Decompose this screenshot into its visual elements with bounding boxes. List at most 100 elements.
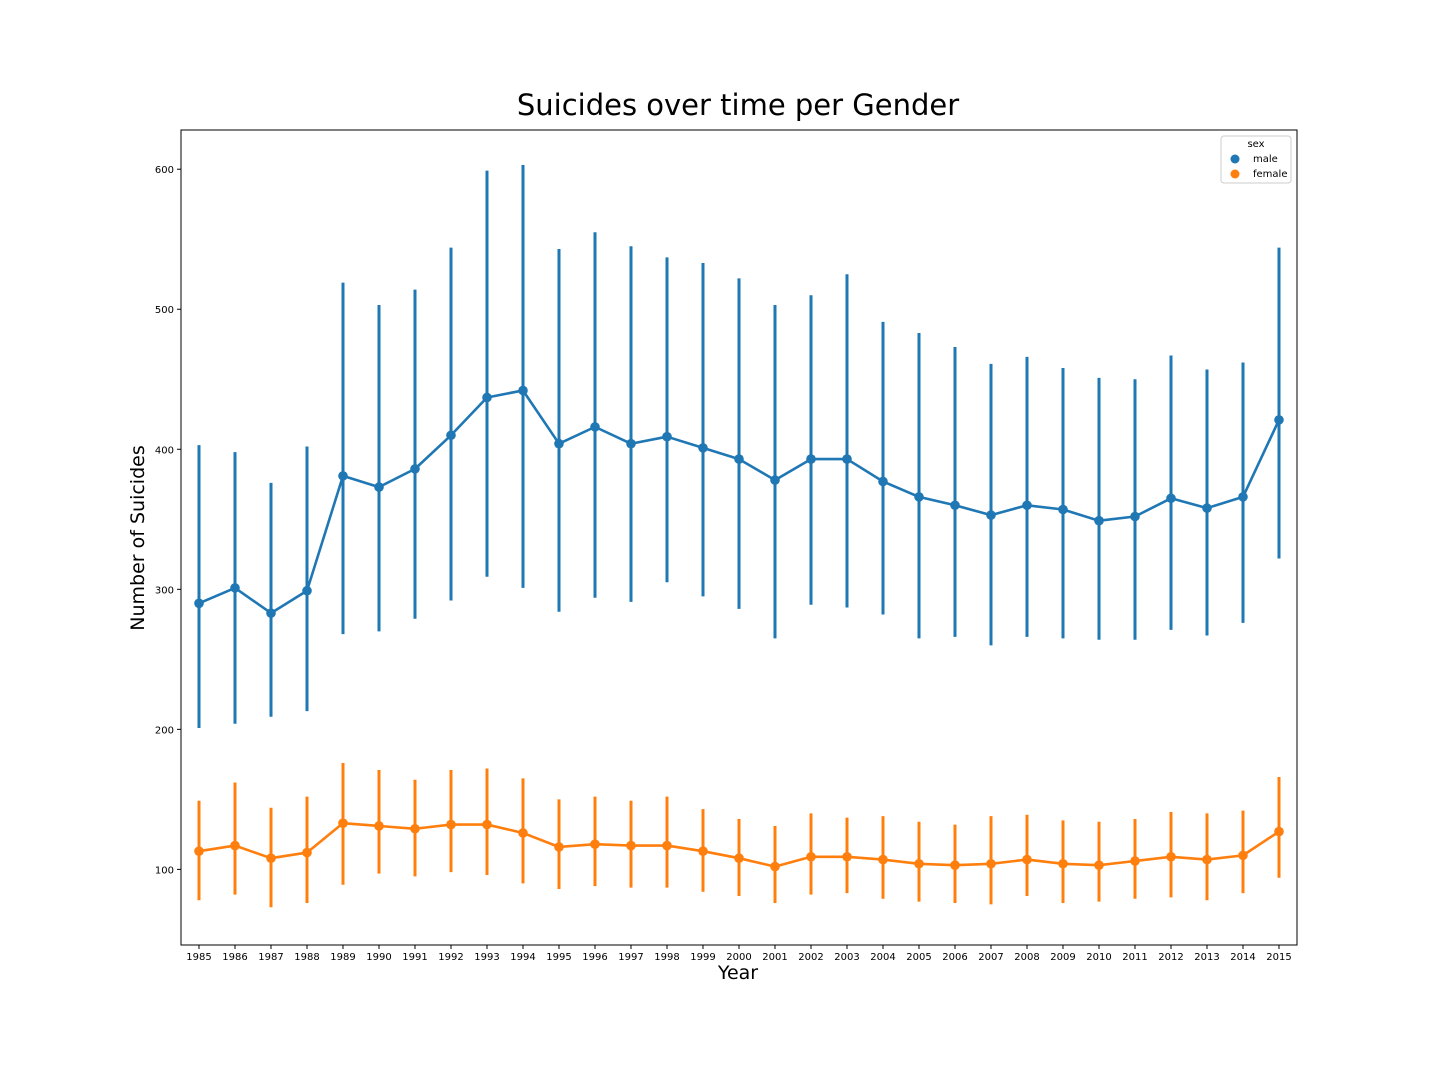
x-ticks: 1985 1986 1987 1988 1989 1990 1991 1992 1993 1994…: [186, 945, 1292, 963]
data-point: [230, 840, 240, 851]
legend-title: sex: [1247, 139, 1264, 150]
x-tick-label: 2006: [942, 952, 967, 963]
data-point: [1022, 500, 1032, 511]
y-tick-label: 300: [155, 585, 174, 596]
x-tick-label: 2015: [1266, 952, 1291, 963]
data-point: [266, 608, 276, 618]
data-point: [1202, 503, 1212, 513]
data-point: [986, 510, 996, 520]
data-point: [1238, 850, 1248, 861]
data-point: [842, 454, 852, 464]
chart-title: Suicides over time per Gender: [516, 88, 960, 122]
x-tick-label: 2014: [1230, 952, 1255, 963]
data-point: [302, 847, 312, 858]
x-tick-label: 1986: [222, 952, 247, 963]
legend-label-male: male: [1253, 154, 1278, 165]
x-axis-label: Year: [717, 962, 759, 984]
data-point: [1274, 415, 1284, 425]
data-point: [806, 454, 816, 464]
x-tick-label: 2002: [798, 952, 823, 963]
data-point: [230, 583, 240, 593]
data-point: [266, 853, 276, 863]
data-point: [590, 422, 600, 432]
x-tick-label: 2005: [906, 952, 931, 963]
x-tick-label: 1995: [546, 952, 571, 963]
legend-marker-female: [1230, 169, 1240, 179]
data-point: [1058, 858, 1068, 869]
data-point: [446, 430, 456, 441]
data-point: [518, 828, 528, 838]
x-tick-label: 1997: [618, 952, 643, 963]
y-axis-label: Number of Suicides: [127, 445, 149, 631]
data-point: [878, 476, 888, 487]
data-point: [1022, 854, 1032, 865]
data-point: [338, 818, 348, 828]
data-point: [914, 858, 924, 869]
series-male: [194, 165, 1284, 728]
x-tick-label: 1989: [330, 952, 355, 963]
x-tick-label: 2007: [978, 952, 1003, 963]
x-tick-label: 1993: [474, 952, 499, 963]
x-tick-label: 1999: [690, 952, 715, 963]
x-tick-label: 1991: [402, 952, 427, 963]
y-tick-label: 500: [155, 305, 174, 316]
x-tick-label: 2012: [1158, 952, 1183, 963]
y-ticks: 100 200 300 400 500 600: [155, 165, 181, 876]
y-tick-label: 100: [155, 865, 174, 876]
data-point: [194, 846, 204, 856]
x-tick-label: 1996: [582, 952, 607, 963]
data-point: [1202, 854, 1212, 865]
x-tick-label: 2003: [834, 952, 859, 963]
data-point: [374, 821, 384, 831]
data-point: [338, 471, 348, 481]
y-tick-label: 400: [155, 445, 174, 456]
data-point: [806, 851, 816, 862]
data-point: [1094, 860, 1104, 870]
data-point: [1166, 493, 1176, 504]
x-tick-label: 2001: [762, 952, 787, 963]
data-point: [518, 385, 528, 396]
x-tick-label: 1998: [654, 952, 679, 963]
x-tick-label: 2011: [1122, 952, 1147, 963]
data-point: [770, 861, 780, 872]
legend-marker-male: [1230, 154, 1240, 164]
data-point: [878, 854, 888, 865]
x-tick-label: 1994: [510, 952, 535, 963]
data-point: [662, 431, 672, 442]
data-point: [950, 500, 960, 511]
data-point: [950, 860, 960, 870]
data-point: [842, 851, 852, 862]
data-point: [1130, 511, 1140, 522]
x-tick-label: 1992: [438, 952, 463, 963]
data-point: [482, 392, 492, 403]
data-point: [446, 819, 456, 830]
data-point: [410, 823, 420, 834]
data-point: [1166, 851, 1176, 862]
data-point: [698, 846, 708, 856]
x-tick-label: 1987: [258, 952, 283, 963]
data-point: [734, 853, 744, 863]
data-point: [914, 492, 924, 502]
x-tick-label: 2004: [870, 952, 895, 963]
data-point: [554, 842, 564, 852]
data-point: [194, 598, 204, 609]
data-point: [1094, 515, 1104, 526]
data-point: [626, 438, 636, 449]
x-tick-label: 2000: [726, 952, 751, 963]
data-point: [590, 839, 600, 849]
data-point: [986, 858, 996, 869]
data-point: [374, 482, 384, 492]
data-point: [1058, 504, 1068, 515]
x-tick-label: 2009: [1050, 952, 1075, 963]
series-female: [194, 762, 1284, 908]
data-point: [410, 464, 420, 474]
y-tick-label: 600: [155, 165, 174, 176]
legend-label-female: female: [1253, 169, 1287, 180]
data-point: [698, 443, 708, 453]
data-point: [770, 475, 780, 485]
data-point: [482, 819, 492, 830]
data-point: [1238, 492, 1248, 502]
x-tick-label: 1988: [294, 952, 319, 963]
